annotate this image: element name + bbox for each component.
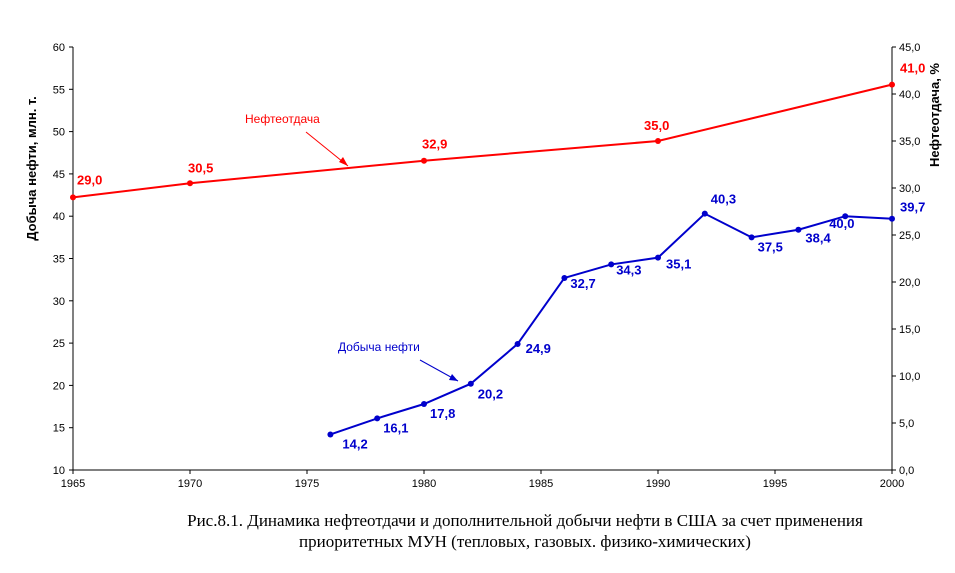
data-point bbox=[795, 226, 802, 233]
data-label: 30,5 bbox=[188, 160, 213, 175]
right-tick-label: 25,0 bbox=[899, 230, 920, 242]
data-point bbox=[701, 210, 708, 217]
data-point bbox=[421, 401, 427, 408]
caption-line-1: Рис.8.1. Динамика нефтеотдачи и дополнит… bbox=[187, 511, 863, 530]
right-tick-label: 5,0 bbox=[899, 418, 914, 430]
right-tick-label: 10,0 bbox=[899, 371, 920, 383]
x-tick-label: 1985 bbox=[529, 478, 553, 490]
series-dobycha: 14,2 16,1 17,8 20,2 24,9 32,7 34,3 35,1 40,3 37,5… bbox=[327, 192, 925, 451]
data-label: 20,2 bbox=[478, 387, 503, 402]
data-label: 38,4 bbox=[805, 231, 831, 246]
right-tick-label: 45,0 bbox=[899, 42, 920, 54]
data-label: 37,5 bbox=[758, 239, 783, 254]
data-label: 17,8 bbox=[430, 406, 455, 421]
x-tick-label: 1975 bbox=[295, 478, 319, 490]
data-label: 14,2 bbox=[342, 436, 367, 451]
data-label: 41,0 bbox=[900, 61, 925, 76]
series-annotation: Нефтеотдача bbox=[245, 112, 320, 126]
left-tick-label: 10 bbox=[53, 465, 65, 477]
data-point bbox=[655, 254, 661, 261]
series-layer: 29,0 30,5 32,9 35,0 41,0 14,2 16,1 17,8 20,2 24,9… bbox=[70, 61, 925, 451]
left-tick-label: 40 bbox=[53, 211, 65, 223]
data-label: 32,7 bbox=[570, 276, 595, 291]
data-label: 16,1 bbox=[383, 420, 408, 435]
left-axis-title: Добыча нефти, млн. т. bbox=[24, 96, 39, 241]
x-tick-label: 1990 bbox=[646, 478, 670, 490]
data-label: 29,0 bbox=[77, 172, 102, 187]
right-tick-label: 40,0 bbox=[899, 89, 920, 101]
left-tick-label: 35 bbox=[53, 254, 65, 266]
x-tick-label: 1995 bbox=[763, 478, 787, 490]
left-tick-label: 60 bbox=[53, 42, 65, 54]
left-tick-label: 50 bbox=[53, 127, 65, 139]
data-point bbox=[514, 340, 521, 347]
right-tick-label: 15,0 bbox=[899, 324, 920, 336]
series-line bbox=[330, 212, 893, 436]
series-annotation: Добыча нефти bbox=[338, 340, 420, 354]
left-tick-label: 55 bbox=[53, 84, 65, 96]
data-point bbox=[748, 234, 755, 241]
right-tick-label: 0,0 bbox=[899, 465, 914, 477]
data-point bbox=[70, 194, 76, 201]
annotation-arrowhead bbox=[449, 374, 458, 381]
data-label: 32,9 bbox=[422, 137, 447, 152]
x-tick-label: 2000 bbox=[880, 478, 904, 490]
data-label: 35,0 bbox=[644, 118, 669, 133]
data-point bbox=[889, 81, 895, 88]
right-tick-label: 20,0 bbox=[899, 277, 920, 289]
left-tick-label: 30 bbox=[53, 296, 65, 308]
data-label: 39,7 bbox=[900, 200, 925, 215]
data-point bbox=[889, 215, 895, 222]
data-label: 40,3 bbox=[711, 192, 736, 207]
x-tick-label: 1980 bbox=[412, 478, 436, 490]
data-point bbox=[421, 157, 427, 164]
axes: 10 15 20 25 30 35 40 45 50 55 60 0,0 5,0 10,0 15,0 20,0… bbox=[24, 42, 942, 490]
left-tick-label: 15 bbox=[53, 423, 65, 435]
data-point bbox=[187, 180, 193, 187]
chart: 10 15 20 25 30 35 40 45 50 55 60 0,0 5,0 10,0 15,0 20,0… bbox=[24, 42, 942, 490]
left-tick-label: 45 bbox=[53, 169, 65, 181]
data-point bbox=[561, 274, 568, 281]
right-tick-label: 30,0 bbox=[899, 183, 920, 195]
left-tick-label: 20 bbox=[53, 380, 65, 392]
right-axis-title: Нефтеотдача, % bbox=[927, 63, 942, 167]
left-tick-label: 25 bbox=[53, 338, 65, 350]
series-line bbox=[72, 83, 893, 199]
data-label: 35,1 bbox=[666, 257, 691, 272]
series-neftеotdacha: 29,0 30,5 32,9 35,0 41,0 bbox=[70, 61, 925, 201]
right-tick-label: 35,0 bbox=[899, 136, 920, 148]
data-point bbox=[655, 138, 661, 144]
data-label: 40,0 bbox=[829, 216, 854, 231]
data-point bbox=[327, 431, 334, 438]
data-point bbox=[467, 380, 474, 387]
chart-caption: Рис.8.1. Динамика нефтеотдачи и дополнит… bbox=[80, 510, 955, 552]
x-tick-label: 1965 bbox=[61, 478, 85, 490]
data-label: 24,9 bbox=[526, 341, 551, 356]
data-label: 34,3 bbox=[616, 262, 641, 277]
data-point bbox=[842, 213, 849, 220]
x-tick-label: 1970 bbox=[178, 478, 202, 490]
data-point bbox=[608, 261, 615, 268]
annotation-arrowhead bbox=[339, 157, 348, 166]
caption-line-2: приоритетных МУН (тепловых, газовых. физ… bbox=[299, 532, 751, 551]
data-point bbox=[374, 415, 381, 422]
